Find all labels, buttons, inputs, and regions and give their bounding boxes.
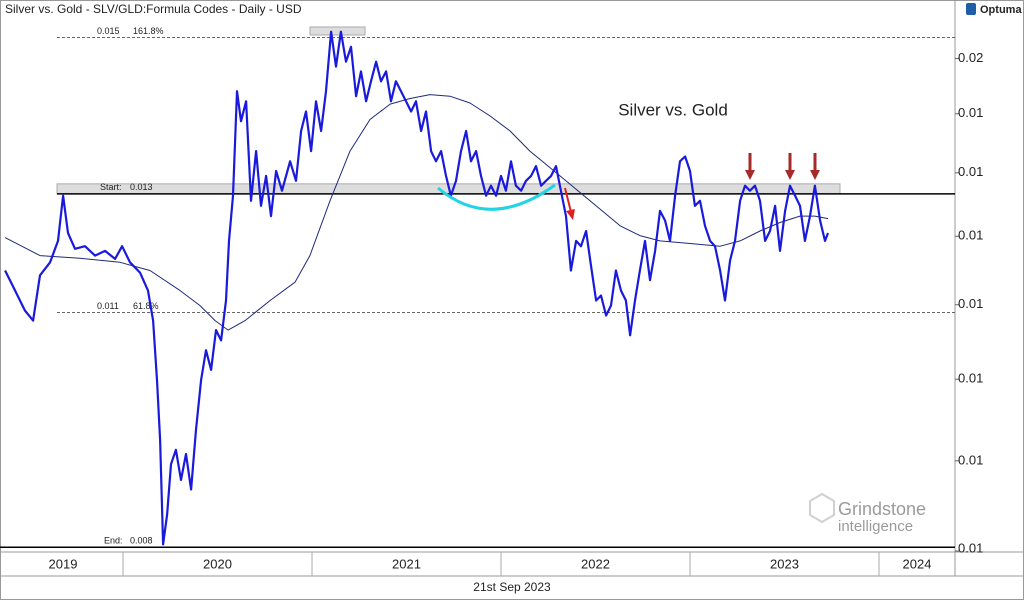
arrow-head (785, 170, 795, 180)
high-box (309, 26, 366, 36)
x-tick-label: 2020 (203, 556, 232, 571)
level-value: 0.011 (97, 301, 119, 311)
arrow-head (810, 170, 820, 180)
level-name: End: (104, 536, 123, 546)
annotation: Silver vs. Gold (618, 100, 728, 119)
x-tick-label: 2019 (49, 556, 78, 571)
x-tick-label: 2024 (903, 556, 932, 571)
price-line (4, 30, 830, 546)
footer-date: 21st Sep 2023 (473, 580, 551, 594)
y-tick-label: 0.01 (958, 105, 983, 120)
y-tick-label: 0.01 (958, 371, 983, 386)
chart-title: Silver vs. Gold - SLV/GLD:Formula Codes … (5, 2, 302, 16)
arrow-head (566, 209, 575, 220)
level-percent: 161.8% (133, 26, 164, 36)
y-tick-label: 0.01 (958, 452, 983, 467)
level-value: 0.008 (130, 536, 153, 546)
x-tick-label: 2022 (581, 556, 610, 571)
moving-average-line (4, 94, 829, 331)
watermark: Grindstone intelligence (809, 492, 926, 535)
level-percent: 61.8% (133, 301, 159, 311)
arrow (564, 187, 572, 213)
x-tick-label: 2023 (770, 556, 799, 571)
brand-icon (966, 3, 976, 15)
y-tick-label: 0.01 (958, 228, 983, 243)
arrow-head (745, 170, 755, 180)
y-tick-label: 0.01 (958, 164, 983, 179)
watermark-text: intelligence (838, 518, 913, 535)
level-value: 0.015 (97, 26, 120, 36)
y-tick-label: 0.02 (958, 50, 983, 65)
level-value: 0.013 (130, 182, 153, 192)
rounded-top-arc (437, 183, 556, 211)
y-tick-label: 0.01 (958, 296, 983, 311)
x-tick-label: 2021 (392, 556, 421, 571)
level-name: Start: (100, 182, 122, 192)
plot: 0.02 0.01 0.01 0.01 0.01 0.01 0.01 0.01 2019 2020… (0, 26, 983, 576)
watermark-icon (809, 492, 835, 524)
y-tick-label: 0.01 (958, 540, 983, 555)
watermark-text: Grindstone (838, 499, 926, 519)
arrows (564, 153, 820, 220)
brand: Optuma (980, 4, 1022, 16)
